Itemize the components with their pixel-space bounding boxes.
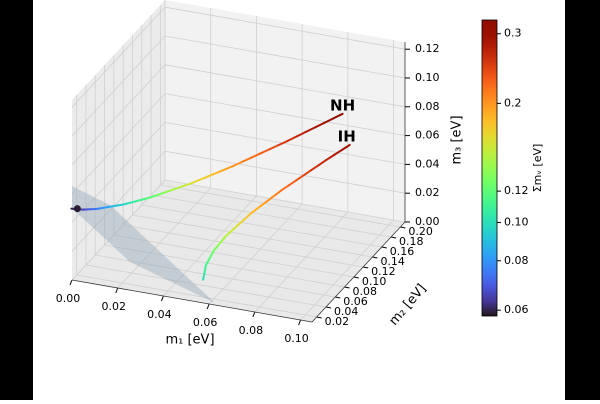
x-tick-label: 0.10 <box>284 332 309 345</box>
series-label: IH <box>338 127 356 145</box>
x-axis-label: m₁ [eV] <box>165 333 214 348</box>
z-tick-label: 0.06 <box>415 129 440 142</box>
colorbar-tick-label: 0.2 <box>504 96 522 109</box>
z-tick-label: 0.00 <box>415 215 440 228</box>
z-tick-label: 0.12 <box>415 42 440 55</box>
x-tick-label: 0.02 <box>101 300 126 313</box>
z-tick-label: 0.10 <box>415 71 440 84</box>
x-tick-label: 0.00 <box>56 292 81 305</box>
colorbar-tick-label: 0.06 <box>504 303 529 316</box>
z-axis-label: m₃ [eV] <box>450 115 465 164</box>
x-tick-label: 0.04 <box>147 308 172 321</box>
colorbar-tick-label: 0.3 <box>504 27 522 40</box>
colorbar <box>482 20 497 316</box>
series-label: NH <box>330 96 355 114</box>
z-tick-label: 0.02 <box>415 186 440 199</box>
z-tick-label: 0.08 <box>415 100 440 113</box>
x-tick-label: 0.08 <box>239 324 264 337</box>
panes <box>72 0 405 322</box>
colorbar-tick-label: 0.12 <box>504 184 529 197</box>
z-tick-label: 0.04 <box>415 157 440 170</box>
x-tick-label: 0.06 <box>193 316 218 329</box>
colorbar-tick-label: 0.08 <box>504 254 529 267</box>
colorbar-label: Σmᵥ [eV] <box>531 144 544 193</box>
start-point <box>74 205 81 212</box>
colorbar-tick-label: 0.10 <box>504 215 529 228</box>
